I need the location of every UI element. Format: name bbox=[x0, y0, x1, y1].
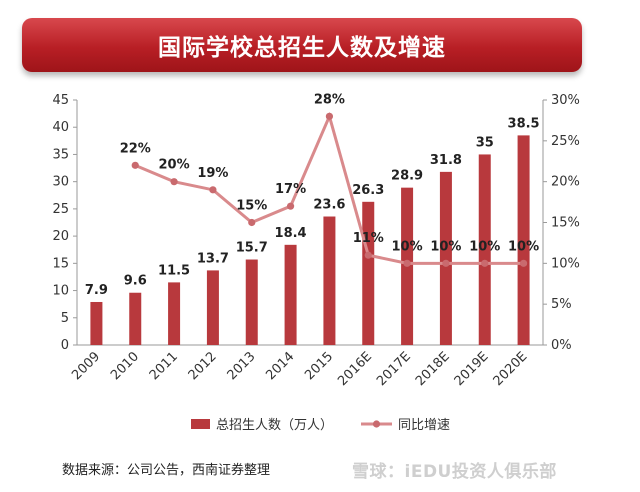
x-tick-label: 2011 bbox=[147, 349, 181, 383]
growth-value-label: 17% bbox=[275, 182, 306, 197]
left-tick-label: 30 bbox=[52, 175, 69, 190]
growth-value-label: 28% bbox=[314, 92, 345, 107]
left-tick-label: 10 bbox=[52, 284, 69, 299]
bar-2010 bbox=[129, 292, 142, 345]
growth-value-label: 10% bbox=[392, 239, 423, 254]
bar-value-label: 38.5 bbox=[508, 116, 540, 131]
x-tick-label: 2013 bbox=[225, 349, 259, 383]
growth-point-2019E bbox=[481, 259, 489, 267]
left-tick-label: 35 bbox=[52, 147, 69, 162]
growth-point-2014 bbox=[286, 202, 295, 210]
bar-2011 bbox=[168, 282, 181, 345]
bar-value-label: 28.9 bbox=[391, 169, 423, 184]
growth-value-label: 10% bbox=[469, 239, 500, 254]
x-tick-label: 2017E bbox=[374, 349, 414, 389]
right-tick-label: 20% bbox=[551, 175, 580, 190]
x-tick-label: 2014 bbox=[263, 349, 297, 383]
x-tick-label: 2016E bbox=[335, 349, 375, 389]
x-tick-label: 2009 bbox=[69, 349, 103, 383]
growth-value-label: 10% bbox=[508, 239, 539, 254]
bar-value-label: 18.4 bbox=[275, 226, 307, 241]
left-tick-label: 0 bbox=[61, 338, 69, 353]
right-tick-label: 5% bbox=[551, 297, 572, 312]
x-tick-label: 2019E bbox=[452, 349, 492, 389]
bar-2012 bbox=[206, 270, 219, 345]
right-tick-label: 30% bbox=[551, 93, 580, 108]
bar-2009 bbox=[90, 301, 103, 345]
growth-value-label: 10% bbox=[430, 239, 461, 254]
left-tick-label: 40 bbox=[52, 120, 69, 135]
growth-point-2017E bbox=[403, 259, 411, 267]
bar-value-label: 9.6 bbox=[124, 274, 147, 289]
left-tick-label: 15 bbox=[52, 256, 69, 271]
growth-point-2015 bbox=[325, 112, 334, 120]
bar-value-label: 23.6 bbox=[313, 198, 345, 213]
right-tick-label: 10% bbox=[551, 256, 580, 271]
x-tick-label: 2015 bbox=[302, 349, 336, 383]
right-tick-label: 0% bbox=[551, 338, 572, 353]
legend-bar-label: 总招生人数（万人） bbox=[216, 418, 333, 433]
left-tick-label: 25 bbox=[52, 202, 69, 217]
bar-2018E bbox=[439, 171, 452, 345]
growth-point-2016E bbox=[364, 251, 372, 259]
growth-point-2010 bbox=[131, 161, 139, 169]
left-tick-label: 20 bbox=[52, 229, 69, 244]
growth-value-label: 11% bbox=[353, 231, 384, 246]
bar-2019E bbox=[478, 154, 491, 345]
bar-value-label: 15.7 bbox=[236, 241, 268, 256]
x-tick-label: 2012 bbox=[186, 349, 220, 383]
right-tick-label: 25% bbox=[551, 134, 580, 149]
bar-2015 bbox=[323, 216, 336, 345]
bar-value-label: 13.7 bbox=[197, 251, 229, 266]
growth-point-2011 bbox=[170, 178, 178, 186]
bar-value-label: 11.5 bbox=[158, 263, 190, 278]
growth-point-2012 bbox=[209, 186, 217, 194]
growth-point-2018E bbox=[442, 259, 450, 267]
bar-value-label: 35 bbox=[476, 135, 494, 150]
left-tick-label: 45 bbox=[52, 93, 69, 108]
bar-value-label: 7.9 bbox=[85, 283, 108, 298]
legend-line-marker bbox=[372, 420, 381, 428]
bar-2013 bbox=[245, 259, 258, 345]
x-tick-label: 2020E bbox=[491, 349, 531, 389]
chart-title-banner: 国际学校总招生人数及增速 bbox=[22, 18, 582, 72]
left-tick-label: 5 bbox=[61, 311, 69, 326]
legend-bar-swatch bbox=[191, 419, 210, 429]
growth-value-label: 20% bbox=[159, 158, 190, 173]
x-tick-label: 2010 bbox=[108, 349, 142, 383]
growth-value-label: 22% bbox=[120, 141, 151, 156]
watermark-text: 雪球：iEDU投资人俱乐部 bbox=[352, 462, 557, 482]
growth-value-label: 19% bbox=[197, 166, 228, 181]
legend-line-label: 同比增速 bbox=[398, 418, 450, 433]
bar-value-label: 31.8 bbox=[430, 153, 462, 168]
bar-2016E bbox=[362, 201, 375, 345]
bar-2020E bbox=[517, 135, 530, 345]
right-tick-label: 15% bbox=[551, 216, 580, 231]
growth-point-2013 bbox=[248, 218, 256, 227]
growth-point-2020E bbox=[519, 259, 528, 267]
data-source-note: 数据来源：公司公告，西南证券整理 bbox=[62, 463, 271, 478]
bar-value-label: 26.3 bbox=[352, 183, 384, 198]
x-tick-label: 2018E bbox=[413, 349, 453, 389]
growth-value-label: 15% bbox=[236, 199, 267, 214]
bar-2014 bbox=[284, 244, 297, 345]
chart-title: 国际学校总招生人数及增速 bbox=[158, 35, 446, 61]
